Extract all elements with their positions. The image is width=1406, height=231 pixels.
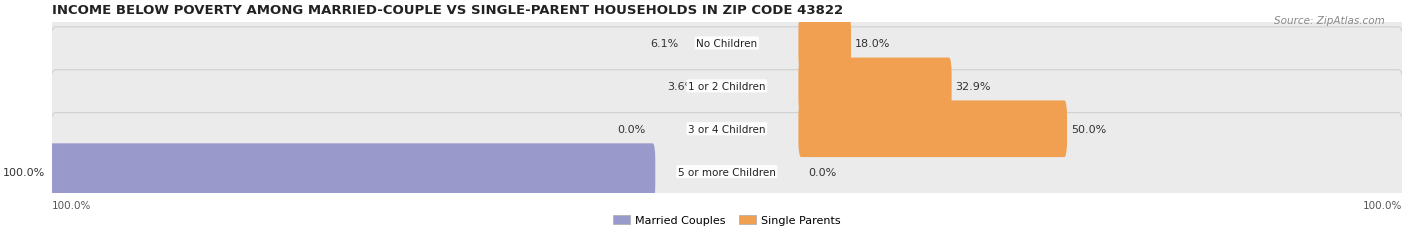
- FancyBboxPatch shape: [48, 113, 1405, 231]
- FancyBboxPatch shape: [799, 15, 851, 72]
- Text: 1 or 2 Children: 1 or 2 Children: [688, 82, 766, 91]
- Legend: Married Couples, Single Parents: Married Couples, Single Parents: [613, 215, 841, 225]
- Text: 100.0%: 100.0%: [52, 200, 91, 210]
- Text: 6.1%: 6.1%: [651, 39, 679, 49]
- Text: 50.0%: 50.0%: [1071, 124, 1107, 134]
- Text: 18.0%: 18.0%: [855, 39, 890, 49]
- Text: 5 or more Children: 5 or more Children: [678, 167, 776, 177]
- FancyBboxPatch shape: [48, 28, 1405, 145]
- FancyBboxPatch shape: [799, 101, 1067, 157]
- Text: 32.9%: 32.9%: [956, 82, 991, 91]
- FancyBboxPatch shape: [49, 144, 655, 200]
- Text: 100.0%: 100.0%: [1362, 200, 1402, 210]
- Text: Source: ZipAtlas.com: Source: ZipAtlas.com: [1274, 16, 1385, 26]
- Text: 0.0%: 0.0%: [808, 167, 837, 177]
- FancyBboxPatch shape: [799, 58, 952, 115]
- FancyBboxPatch shape: [48, 0, 1405, 103]
- Text: INCOME BELOW POVERTY AMONG MARRIED-COUPLE VS SINGLE-PARENT HOUSEHOLDS IN ZIP COD: INCOME BELOW POVERTY AMONG MARRIED-COUPL…: [52, 4, 844, 17]
- Text: 3.6%: 3.6%: [668, 82, 696, 91]
- Text: No Children: No Children: [696, 39, 758, 49]
- Text: 3 or 4 Children: 3 or 4 Children: [688, 124, 766, 134]
- Text: 0.0%: 0.0%: [617, 124, 645, 134]
- FancyBboxPatch shape: [48, 70, 1405, 188]
- Text: 100.0%: 100.0%: [3, 167, 45, 177]
